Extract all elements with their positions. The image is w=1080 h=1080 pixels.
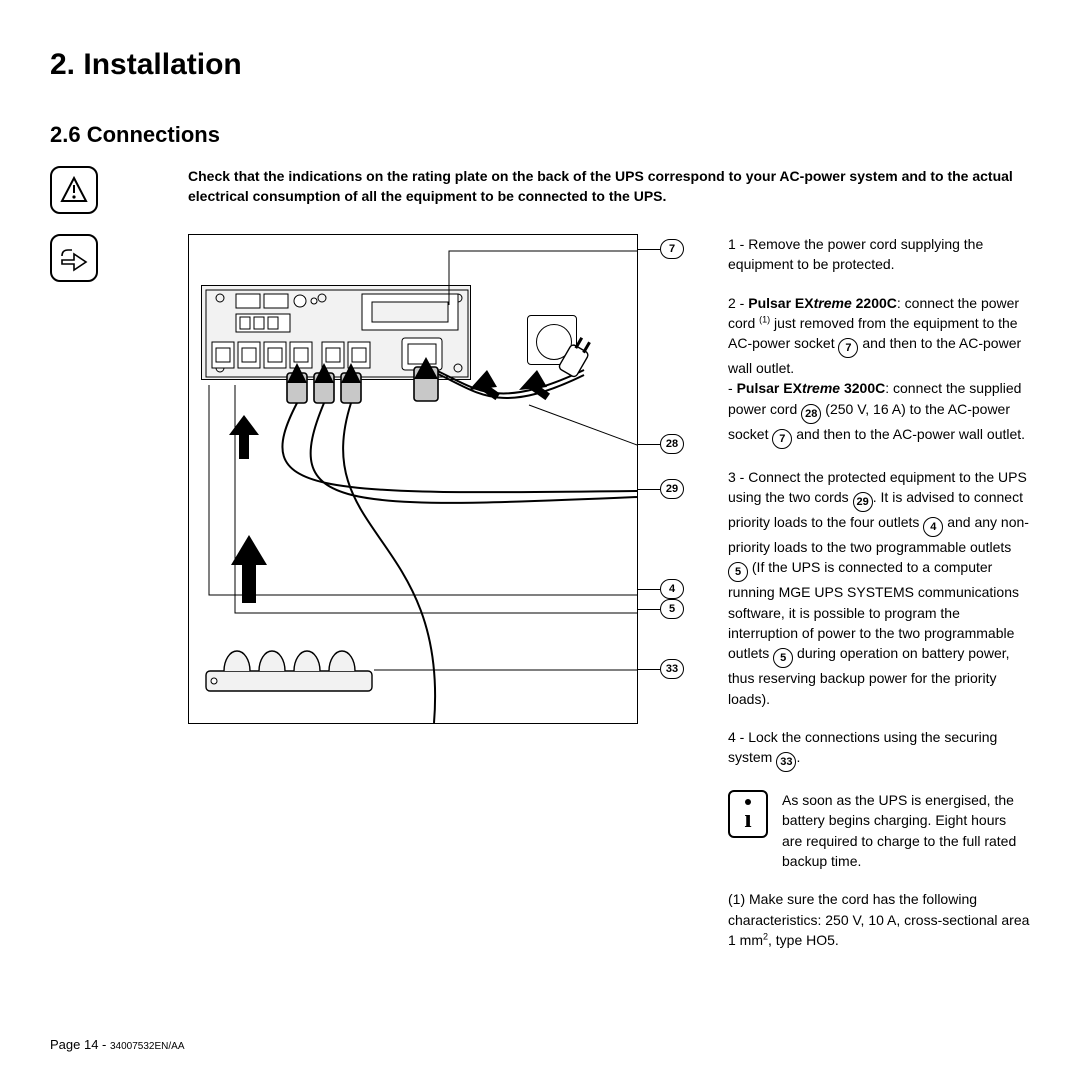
page-footer: Page 14 - 34007532EN/AA xyxy=(50,1037,185,1052)
chapter-heading: 2. Installation xyxy=(50,48,1030,82)
action-icon xyxy=(50,234,98,282)
ref-28: 28 xyxy=(801,404,821,424)
step-1: 1 - Remove the power cord supplying the … xyxy=(728,234,1030,275)
callout-28: 28 xyxy=(660,434,684,454)
ref-7: 7 xyxy=(838,338,858,358)
step-3: 3 - Connect the protected equipment to t… xyxy=(728,467,1030,709)
ref-5b: 5 xyxy=(773,648,793,668)
warning-icon xyxy=(50,166,98,214)
ref-5a: 5 xyxy=(728,562,748,582)
step-4: 4 - Lock the connections using the secur… xyxy=(728,727,1030,772)
ref-29: 29 xyxy=(853,492,873,512)
ref-33: 33 xyxy=(776,752,796,772)
ref-4: 4 xyxy=(923,517,943,537)
warning-text: Check that the indications on the rating… xyxy=(188,166,1030,207)
info-note: ı As soon as the UPS is energised, the b… xyxy=(728,790,1030,871)
step-2: 2 - Pulsar EXtreme 2200C: connect the po… xyxy=(728,293,1030,449)
footnote-1: (1) Make sure the cord has the following… xyxy=(728,889,1030,950)
callout-29: 29 xyxy=(660,479,684,499)
callout-7: 7 xyxy=(660,239,684,259)
securing-system xyxy=(204,645,374,695)
callout-4: 4 xyxy=(660,579,684,599)
section-heading: 2.6 Connections xyxy=(50,122,1030,148)
info-icon: ı xyxy=(728,790,768,838)
callout-33: 33 xyxy=(660,659,684,679)
instruction-text: 1 - Remove the power cord supplying the … xyxy=(708,234,1030,968)
callout-5: 5 xyxy=(660,599,684,619)
ref-7b: 7 xyxy=(772,429,792,449)
connection-figure: 7 28 29 4 5 33 xyxy=(188,234,708,734)
